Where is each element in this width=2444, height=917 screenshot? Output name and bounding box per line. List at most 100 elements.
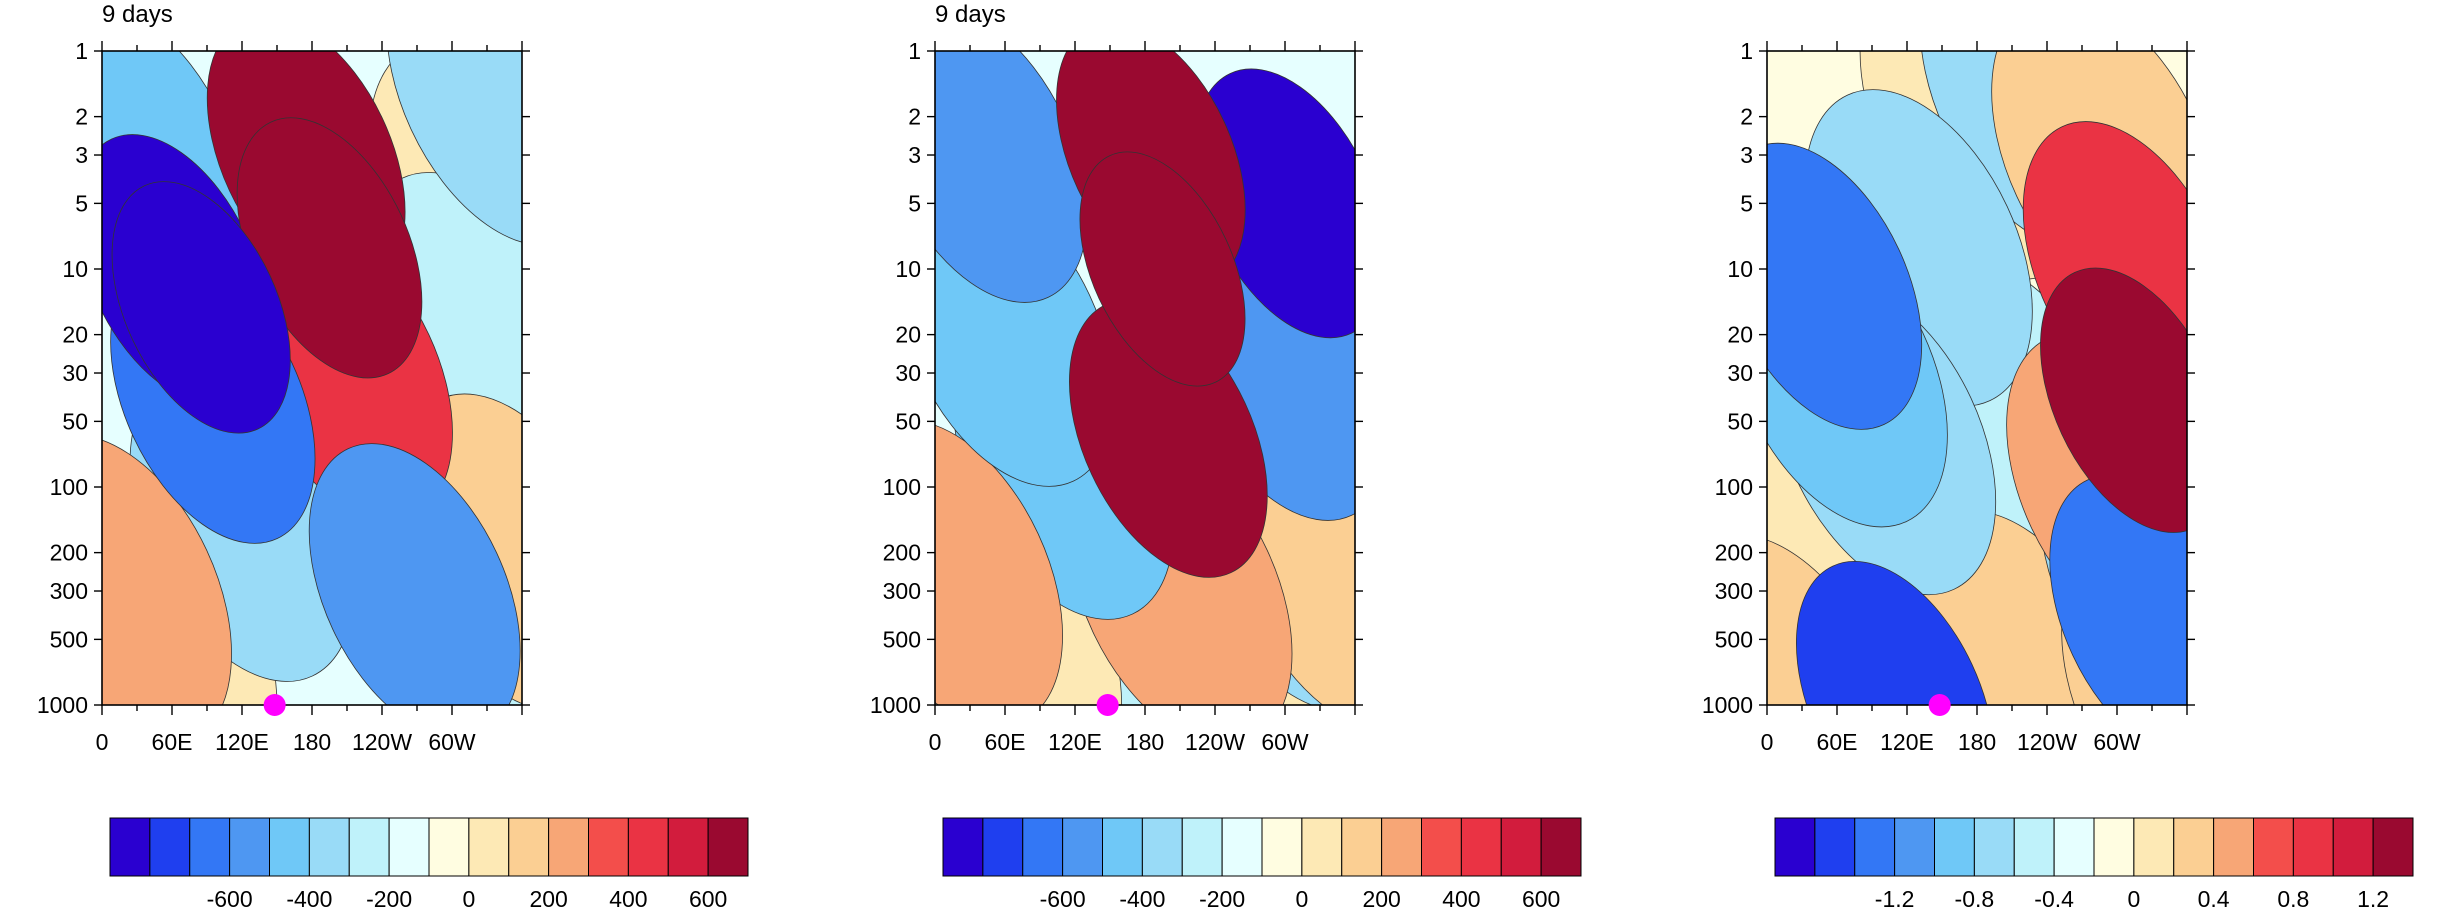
colorbar-swatch [2133,817,2175,877]
colorbar-swatch [1500,817,1542,877]
colorbar-label: -600 [1040,886,1086,912]
colorbar-label: 200 [529,886,567,912]
colorbar-swatch [1774,817,1816,877]
colorbar-label: -200 [1199,886,1245,912]
colorbar-swatch [508,817,550,877]
colorbar-swatch [348,817,390,877]
y-tick-label: 50 [1727,408,1753,434]
colorbar-swatch [982,817,1024,877]
y-tick-label: 1000 [1702,692,1753,718]
colorbar-swatch [1301,817,1343,877]
y-tick-label: 10 [895,256,921,282]
x-tick-label: 180 [1126,729,1164,755]
colorbar-swatch [627,817,669,877]
y-tick-label: 20 [62,322,88,348]
y-tick-label: 300 [883,578,921,604]
contour-field [1767,51,2187,705]
colorbar-swatch [428,817,470,877]
x-tick-label: 180 [293,729,331,755]
colorbar-swatch [1973,817,2015,877]
y-tick-label: 10 [1727,256,1753,282]
x-tick-label: 60W [1261,729,1309,755]
y-tick-label: 100 [883,474,921,500]
y-tick-label: 2 [908,104,921,130]
y-tick-label: 3 [908,142,921,168]
location-marker [1096,694,1119,716]
y-tick-label: 500 [883,626,921,652]
y-tick-label: 200 [50,540,88,566]
y-tick-label: 50 [62,408,88,434]
colorbar-label: 0 [462,886,475,912]
y-tick-label: 2 [75,104,88,130]
y-tick-label: 5 [908,190,921,216]
colorbar-swatch [1894,817,1935,877]
colorbar-swatch [2093,817,2135,877]
colorbar-swatch [1062,817,1103,877]
colorbar-swatch [388,817,430,877]
x-tick-label: 60W [2093,729,2141,755]
y-tick-label: 1 [908,38,921,64]
y-tick-label: 50 [895,408,921,434]
y-tick-label: 300 [1715,578,1753,604]
y-tick-label: 500 [50,626,88,652]
x-tick-label: 60E [985,729,1026,755]
y-tick-label: 20 [895,322,921,348]
contour-cell [1079,151,1246,387]
y-tick-label: 100 [50,474,88,500]
y-tick-label: 3 [75,142,88,168]
colorbar-swatch [2253,817,2294,877]
colorbar-swatch [1421,817,1462,877]
colorbar-swatch [2332,817,2374,877]
colorbar-label: -400 [286,886,332,912]
colorbar-swatch [1102,817,1143,877]
colorbar-label: -0.4 [2034,886,2074,912]
colorbar-label: -200 [366,886,412,912]
colorbar-label: 400 [609,886,647,912]
y-tick-label: 200 [883,540,921,566]
colorbar-swatch [229,817,270,877]
colorbar-label: 400 [1442,886,1480,912]
contour-cell [111,181,291,434]
colorbar-swatch [588,817,629,877]
contour-cell [386,51,522,246]
contour-cell [1796,561,1995,705]
panel-title: 9 days [935,1,1006,28]
x-tick-label: 60E [1817,729,1858,755]
colorbar-swatch [2053,817,2095,877]
colorbar-swatch [189,817,231,877]
colorbar-label: 1.2 [2357,886,2389,912]
colorbar-swatch [1341,817,1383,877]
y-tick-label: 30 [62,360,88,386]
colorbar-label: -0.8 [1955,886,1995,912]
colorbar-swatch [1934,817,1975,877]
y-tick-label: 3 [1740,142,1753,168]
colorbar: -600 -400 -200 0 200 400 600 [109,817,749,912]
colorbar-swatch [2372,817,2414,877]
x-tick-label: 120E [215,729,269,755]
contour-cell [2040,267,2187,533]
x-tick-label: 120W [352,729,412,755]
colorbar-label: 0 [1295,886,1308,912]
contour-cell [935,419,1063,705]
x-tick-label: 0 [929,729,942,755]
colorbar-swatch [1181,817,1223,877]
y-tick-label: 300 [50,578,88,604]
colorbar-swatch [1854,817,1896,877]
panel-1: 9 days 1 2 3 5 10 20 30 50 100 200 300 500 1000 0 60E 12… [37,1,749,912]
y-tick-label: 10 [62,256,88,282]
y-tick-label: 30 [1727,360,1753,386]
contour-field [102,51,522,705]
y-tick-label: 5 [75,190,88,216]
y-tick-label: 1000 [37,692,88,718]
panel-2: 9 days 1 2 3 5 10 20 30 50 100 200 300 500 1000 0 60E 12… [870,1,1582,912]
y-tick-label: 1000 [870,692,921,718]
location-marker [1928,694,1951,716]
colorbar-swatch [1540,817,1582,877]
colorbar-label: -600 [207,886,253,912]
panel-title: 9 days [102,1,173,28]
colorbar-label: 0.8 [2277,886,2309,912]
y-tick-label: 5 [1740,190,1753,216]
colorbar: -1.2 -0.8 -0.4 0 0.4 0.8 1.2 [1774,817,2414,912]
colorbar-swatch [667,817,709,877]
